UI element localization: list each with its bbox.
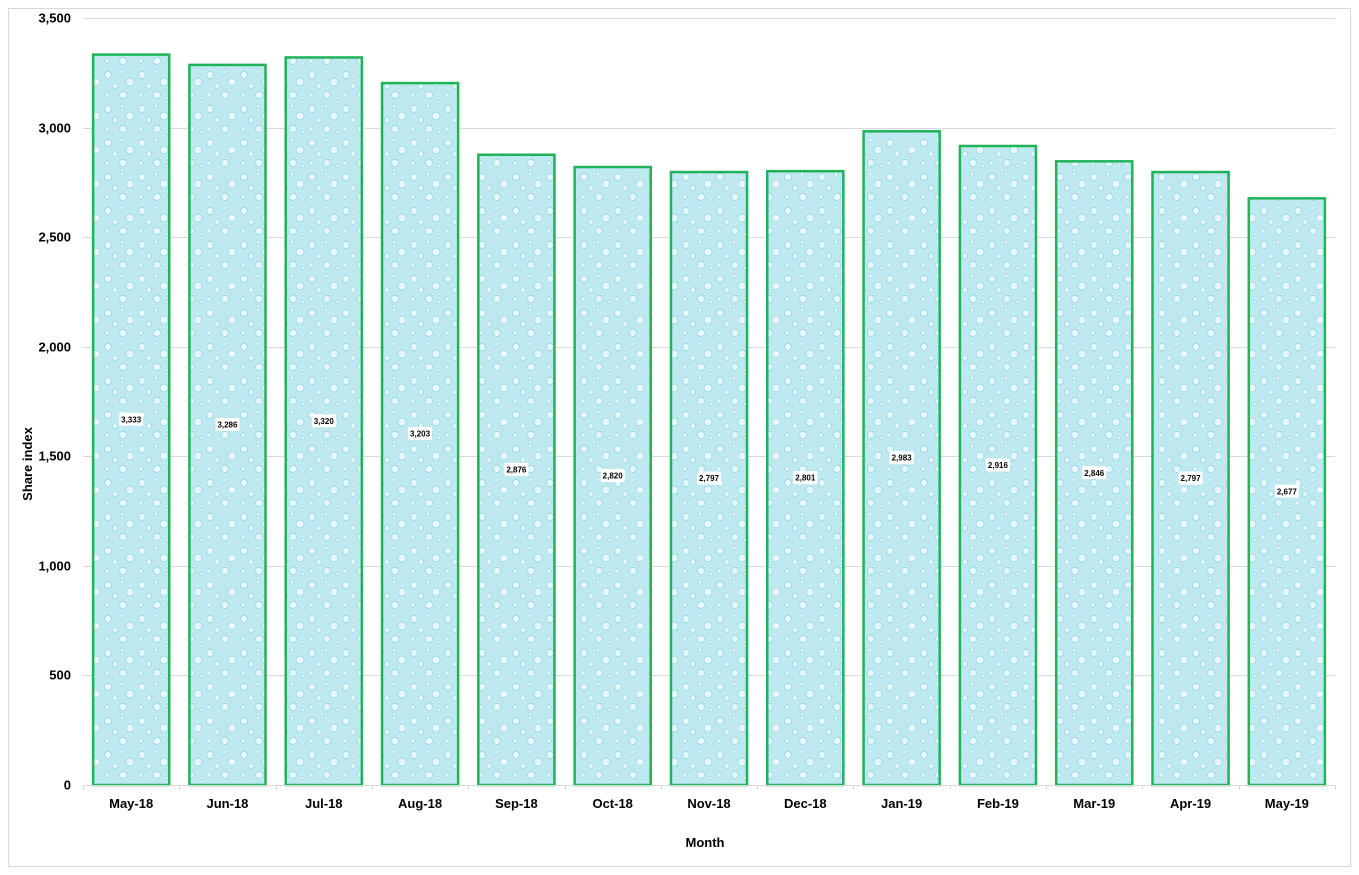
data-label-box: [1274, 484, 1299, 498]
x-axis-title: Month: [686, 835, 725, 850]
data-label: 2,846: [1084, 469, 1105, 478]
data-label-box: [697, 471, 721, 485]
data-label: 2,916: [988, 461, 1009, 470]
y-tick-label: 3,500: [38, 11, 71, 26]
data-label: 3,333: [121, 415, 142, 424]
data-labels: 3,333 3,286 3,320 3,203 2,876 2,820 2,797 2,801…: [119, 412, 1299, 498]
data-label: 2,876: [506, 465, 527, 474]
data-label-box: [311, 414, 336, 428]
y-tick-label: 500: [49, 668, 71, 683]
data-label-box: [1082, 466, 1107, 480]
x-tick-label: Aug-18: [398, 796, 442, 811]
data-label: 2,797: [699, 474, 720, 483]
data-label: 3,286: [217, 421, 238, 430]
data-label-box: [793, 471, 818, 485]
x-tick-label: Sep-18: [495, 796, 538, 811]
x-tick-label: May-18: [109, 796, 153, 811]
x-tick-label: Jun-18: [207, 796, 249, 811]
data-label-box: [1178, 471, 1203, 485]
data-label-box: [600, 469, 625, 483]
data-label: 3,203: [410, 430, 431, 439]
data-label-box: [889, 451, 914, 465]
y-tick-label: 2,500: [38, 230, 71, 245]
y-tick-label: 0: [64, 778, 71, 793]
x-tick-label: Jan-19: [881, 796, 922, 811]
y-tick-label: 1,500: [38, 449, 71, 464]
y-tick-label: 3,000: [38, 121, 71, 136]
x-tick-label: May-19: [1265, 796, 1309, 811]
x-tick-label: Dec-18: [784, 796, 827, 811]
data-label: 2,801: [795, 474, 816, 483]
data-label: 2,983: [892, 454, 913, 463]
y-tick-label: 2,000: [38, 340, 71, 355]
data-label: 2,820: [603, 472, 624, 481]
x-tick-label: Jul-18: [305, 796, 343, 811]
data-label: 2,677: [1277, 487, 1298, 496]
x-tick-label: Oct-18: [592, 796, 632, 811]
data-label-box: [215, 417, 240, 431]
y-axis-title: Share index: [20, 426, 35, 500]
data-label: 2,797: [1181, 474, 1202, 483]
data-label-box: [985, 458, 1010, 472]
x-tick-label: Feb-19: [977, 796, 1019, 811]
data-label: 3,320: [314, 417, 335, 426]
x-tick-label: Apr-19: [1170, 796, 1211, 811]
data-label-box: [119, 412, 144, 426]
axes: 0 500 1,000 1,500 2,000 2,500 3,000 3,500 May-18…: [38, 11, 1336, 811]
x-tick-label: Nov-18: [687, 796, 730, 811]
x-tick-label: Mar-19: [1073, 796, 1115, 811]
data-label-box: [504, 462, 529, 476]
y-tick-label: 1,000: [38, 559, 71, 574]
data-label-box: [408, 427, 433, 441]
